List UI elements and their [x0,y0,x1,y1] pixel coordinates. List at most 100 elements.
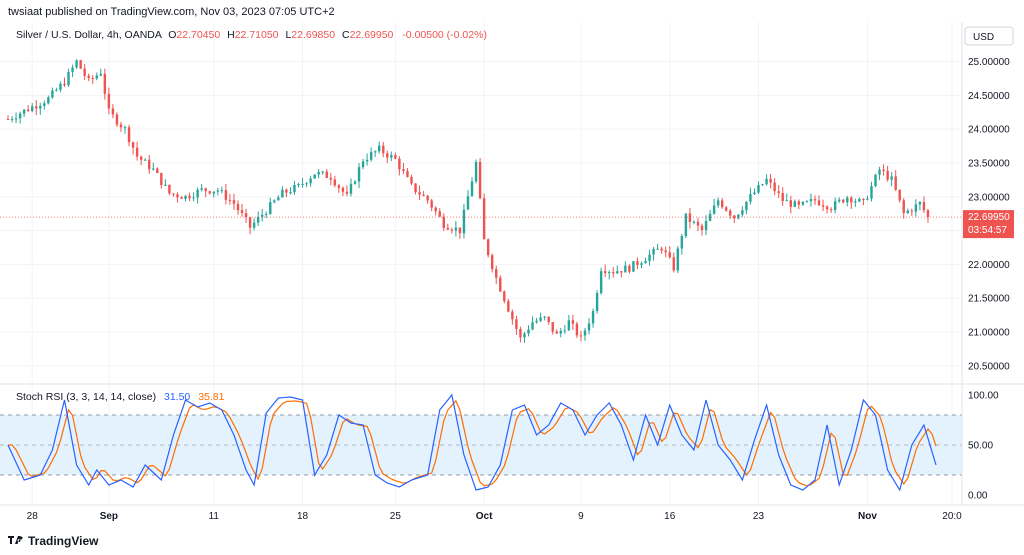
candle [914,199,918,217]
candle [805,200,809,203]
high-label: H [227,29,235,41]
rsi-k-value: 31.50 [164,391,190,403]
candle [184,195,187,202]
candle [224,184,228,205]
candle [192,192,195,202]
candle [769,173,772,189]
candle [862,198,865,206]
candle [394,152,397,160]
candle [817,195,821,207]
time-tick-label: Nov [858,511,877,522]
candle [692,220,696,225]
price-tick-label: 23.50000 [968,158,1010,169]
candle [289,187,292,195]
candle [188,192,191,202]
candle [252,218,256,231]
close-value: 22.69950 [350,29,394,41]
candle [51,87,54,99]
candle [107,87,111,115]
candle [757,181,760,195]
candle [559,327,562,338]
chart-frame[interactable]: 20.5000021.0000021.5000022.0000022.50000… [0,22,1024,525]
candle [127,124,131,147]
rsi-tick-label: 100.00 [968,391,999,402]
candle [390,151,393,162]
candle [793,199,797,208]
candle [131,141,135,155]
candle [260,209,264,222]
candle [236,200,240,215]
time-axis[interactable]: 28 Sep 11 18 25 Oct 9 16 23 Nov 20:0 [27,511,963,522]
price-tick-label: 22.00000 [968,260,1010,271]
candle [583,327,587,341]
candle [640,261,643,269]
candle [842,198,845,204]
candle [474,159,478,184]
candle [543,315,546,321]
candle [829,207,833,213]
candle [265,211,268,219]
candle [789,195,792,214]
high-value: 22.71050 [235,29,279,41]
candle [591,308,595,328]
candle [410,174,413,186]
candle [35,99,38,116]
candle [733,214,736,224]
open-label: O [168,29,176,41]
candle [680,233,684,255]
candle [922,196,926,214]
candle [91,75,94,85]
rsi-tick-label: 50.00 [968,441,993,452]
candle [446,223,450,231]
candle [749,187,752,205]
candle [858,197,861,203]
candle [87,73,90,82]
candle [382,141,385,158]
candle [632,261,635,272]
candle [712,198,716,215]
candle [111,104,115,119]
candle [781,187,784,206]
candle [450,227,454,234]
candle [152,162,155,171]
candle [720,197,724,209]
candle [337,183,341,193]
candle [208,190,211,195]
candle [228,193,232,205]
candle [277,195,280,201]
candle [547,316,550,325]
candle [894,170,897,191]
candle [430,198,433,212]
candle [83,64,86,81]
candle [406,168,409,178]
candle [684,213,688,239]
candle [741,206,744,217]
candle [196,187,199,204]
candle [644,257,647,264]
candle [777,185,780,198]
currency-button[interactable]: USD [964,26,1014,46]
footer[interactable]: TradingView [8,532,98,550]
candle [240,203,244,217]
candle [349,178,353,197]
candle [696,217,700,232]
candle [269,197,272,215]
open-value: 22.70450 [176,29,220,41]
candle [523,331,526,343]
candle [725,206,728,212]
candle [616,265,619,274]
candle [656,243,659,250]
candle [672,252,675,273]
price-tick-label: 24.50000 [968,91,1010,102]
candle [244,208,248,223]
candle [119,121,123,132]
candle [765,174,768,186]
candle [608,270,611,280]
rsi-axis[interactable]: 0.00 50.00 100.00 [968,391,999,502]
candle [414,183,417,195]
candle [313,174,316,179]
candle [837,197,841,204]
candle [398,156,401,176]
candle [256,211,260,226]
time-tick-label: 18 [297,511,309,522]
